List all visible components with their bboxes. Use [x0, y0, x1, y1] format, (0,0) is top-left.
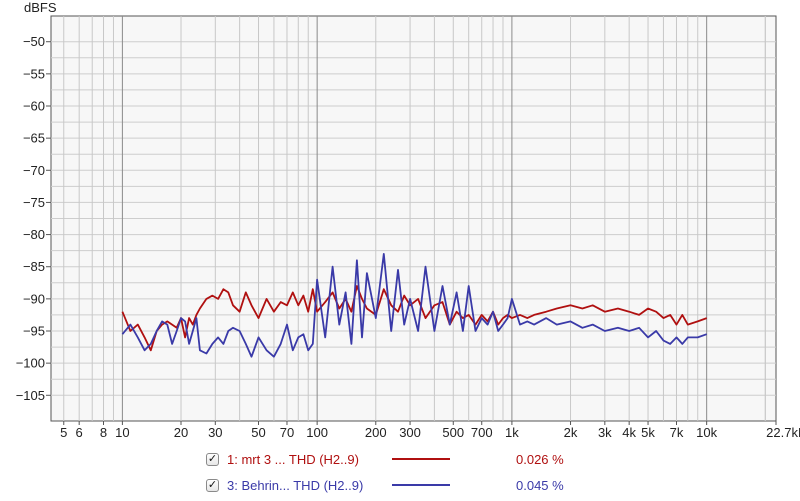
- legend-swatch-2: [392, 484, 450, 486]
- y-tick-label: −65: [23, 131, 45, 146]
- y-tick-label: −100: [16, 356, 45, 371]
- y-tick-label: −75: [23, 195, 45, 210]
- y-tick-label: −85: [23, 259, 45, 274]
- y-tick-label: −80: [23, 227, 45, 242]
- x-tick-label: 70: [280, 425, 294, 440]
- y-tick-label: −105: [16, 388, 45, 403]
- series-layer: [121, 252, 708, 358]
- series-line-2: [121, 252, 708, 358]
- x-axis: 5 6 8 10 20 30 50 70 100 200 300 500 700 1k 2k 3k 4k 5k 7k…: [60, 421, 800, 440]
- x-tick-label: 6: [76, 425, 83, 440]
- x-tick-label: 5k: [641, 425, 655, 440]
- y-tick-label: −50: [23, 34, 45, 49]
- y-tick-label: −90: [23, 291, 45, 306]
- x-tick-label: 10: [115, 425, 129, 440]
- x-tick-label: 3k: [598, 425, 612, 440]
- x-tick-label: 4k: [622, 425, 636, 440]
- x-tick-label: 5: [60, 425, 67, 440]
- y-tick-label: −55: [23, 66, 45, 81]
- x-tick-label: 22.7kHz: [766, 425, 800, 440]
- x-tick-label: 10k: [696, 425, 717, 440]
- x-tick-label: 2k: [564, 425, 578, 440]
- grid: [51, 16, 776, 421]
- y-axis-label: dBFS: [24, 0, 57, 15]
- legend-label-1: 1: mrt 3 ... THD (H2..9): [227, 451, 359, 467]
- y-tick-label: −95: [23, 324, 45, 339]
- legend-value-2: 0.045 %: [516, 477, 564, 493]
- x-tick-label: 100: [306, 425, 328, 440]
- y-tick-label: −60: [23, 99, 45, 114]
- legend-swatch-1: [392, 458, 450, 460]
- x-tick-label: 7k: [670, 425, 684, 440]
- x-tick-label: 8: [100, 425, 107, 440]
- x-tick-label: 200: [365, 425, 387, 440]
- checkbox-icon[interactable]: ✓: [206, 478, 219, 492]
- legend-label-2: 3: Behrin... THD (H2..9): [227, 477, 364, 493]
- y-tick-label: −70: [23, 163, 45, 178]
- x-tick-label: 500: [442, 425, 464, 440]
- x-tick-label: 20: [174, 425, 188, 440]
- legend-entry-2[interactable]: ✓ 3: Behrin... THD (H2..9) 0.045 %: [206, 475, 564, 495]
- legend-value-1: 0.026 %: [516, 451, 564, 467]
- series-line-1: [121, 285, 708, 352]
- y-axis: −50 −55 −60 −65 −70 −75 −80 −85 −90 −95 −100 −105: [16, 34, 51, 403]
- x-tick-label: 700: [471, 425, 493, 440]
- x-tick-label: 300: [399, 425, 421, 440]
- x-tick-label: 50: [251, 425, 265, 440]
- x-tick-label: 30: [208, 425, 222, 440]
- x-tick-label: 1k: [505, 425, 519, 440]
- legend-entry-1[interactable]: ✓ 1: mrt 3 ... THD (H2..9) 0.026 %: [206, 449, 564, 469]
- checkbox-icon[interactable]: ✓: [206, 452, 219, 466]
